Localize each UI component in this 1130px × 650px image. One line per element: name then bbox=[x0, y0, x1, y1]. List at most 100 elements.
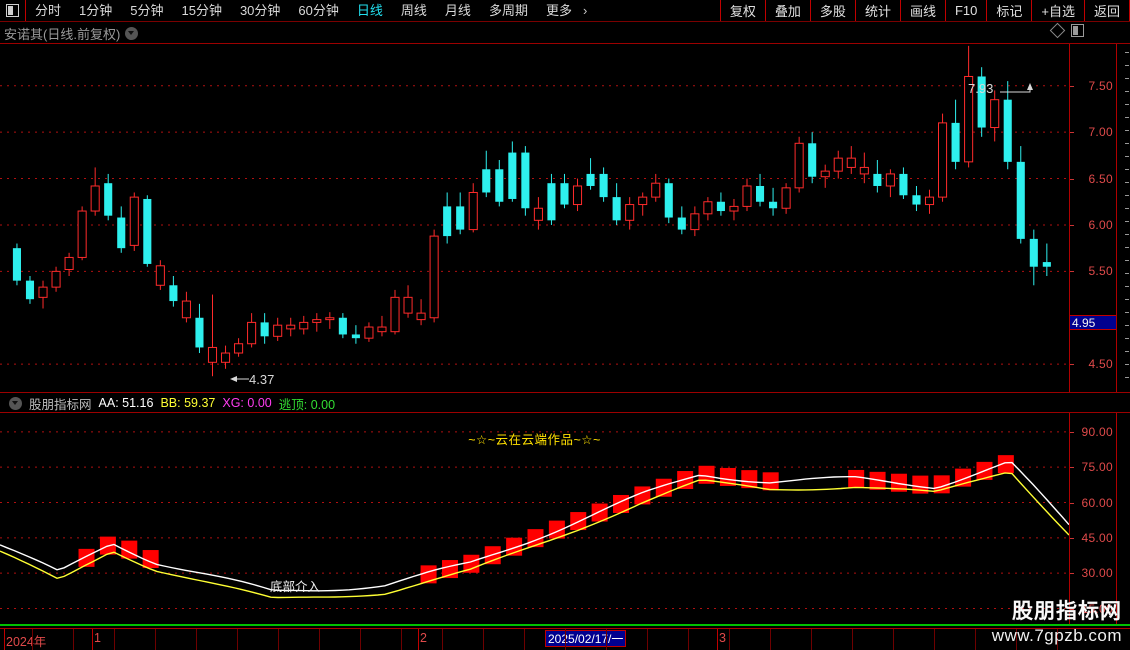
toolbar-button-2[interactable]: 多股 bbox=[809, 0, 855, 21]
price-y-label-3: 6.00 bbox=[1088, 217, 1113, 232]
author-watermark: ~☆~云在云端作品~☆~ bbox=[468, 433, 601, 447]
split-panel-icon[interactable] bbox=[1071, 24, 1084, 37]
price-y-tick-3 bbox=[1070, 224, 1074, 226]
price-y-tick-4 bbox=[1070, 271, 1074, 273]
indicator-y-tick-1 bbox=[1070, 467, 1074, 469]
indicator-plot[interactable]: ~☆~云在云端作品~☆~ bbox=[0, 413, 1069, 625]
date-minor-tick bbox=[196, 629, 197, 650]
indicator-y-tick-0 bbox=[1070, 431, 1074, 433]
toolbar-button-3[interactable]: 统计 bbox=[854, 0, 900, 21]
candlestick-svg bbox=[0, 45, 1069, 377]
date-minor-tick bbox=[155, 629, 156, 650]
toolbar-button-8[interactable]: 返回 bbox=[1083, 0, 1130, 21]
period-tab-9[interactable]: 多周期 bbox=[488, 2, 528, 18]
date-minor-tick bbox=[1016, 629, 1017, 650]
price-scroll-strip[interactable] bbox=[1118, 44, 1130, 392]
high-price-label: 7.93 bbox=[968, 81, 994, 96]
date-minor-tick bbox=[729, 629, 730, 650]
date-axis[interactable]: 2025/02/17/一 2024年 1 2 3 bbox=[0, 628, 1130, 650]
period-tab-0[interactable]: 分时 bbox=[35, 2, 62, 18]
indicator-header: 股朋指标网 AA: 51.16 BB: 59.37 XG: 0.00 逃顶: 0… bbox=[0, 394, 1130, 412]
date-minor-tick bbox=[934, 629, 935, 650]
indicator-y-tick-4 bbox=[1070, 573, 1074, 575]
price-y-tick-1 bbox=[1070, 132, 1074, 134]
date-minor-tick bbox=[32, 629, 33, 650]
period-tabs: 分时 1分钟 5分钟 15分钟 30分钟 60分钟 日线 周线 月线 多周期 更多 › bbox=[26, 0, 593, 21]
period-tab-7[interactable]: 周线 bbox=[400, 2, 427, 18]
date-minor-tick bbox=[1057, 629, 1058, 650]
indicator-y-label-2: 60.00 bbox=[1081, 495, 1113, 510]
period-tab-2[interactable]: 5分钟 bbox=[130, 2, 164, 18]
toolbar-button-1[interactable]: 叠加 bbox=[764, 0, 810, 21]
price-y-tick-5 bbox=[1070, 364, 1074, 366]
indicator-y-label-3: 45.00 bbox=[1081, 530, 1113, 545]
indicator-y-label-0: 90.00 bbox=[1081, 424, 1113, 439]
date-minor-tick bbox=[319, 629, 320, 650]
low-price-annotation: 4.37 bbox=[249, 372, 274, 387]
date-major-tick-1 bbox=[92, 629, 93, 650]
chart-title-bar: 安诺其(日线.前复权) bbox=[0, 23, 1130, 43]
date-label-2: 2 bbox=[420, 631, 427, 645]
indicator-y-label-4: 30.00 bbox=[1081, 566, 1113, 581]
toolbar-button-6[interactable]: 标记 bbox=[986, 0, 1031, 21]
indicator-y-label-1: 75.00 bbox=[1081, 460, 1113, 475]
date-label-0: 2024年 bbox=[6, 635, 47, 649]
indicator-value-xg: XG: 0.00 bbox=[222, 396, 272, 410]
date-minor-tick bbox=[73, 629, 74, 650]
period-tab-8[interactable]: 月线 bbox=[444, 2, 471, 18]
layout-toggle-button[interactable] bbox=[0, 0, 26, 21]
toolbar-button-4[interactable]: 画线 bbox=[899, 0, 945, 21]
indicator-value-aa: AA: 51.16 bbox=[98, 396, 154, 410]
indicator-y-axis[interactable]: 90.00 75.00 60.00 45.00 30.00 15.00 bbox=[1069, 413, 1117, 625]
date-minor-tick bbox=[688, 629, 689, 650]
date-minor-tick bbox=[483, 629, 484, 650]
toolbar-button-7[interactable]: +自选 bbox=[1031, 0, 1084, 21]
indicator-value-taoding: 逃顶: 0.00 bbox=[278, 397, 336, 412]
more-chevron-icon[interactable]: › bbox=[582, 2, 588, 18]
price-y-axis[interactable]: 7.50 7.00 6.50 6.00 5.50 4.50 4.95 bbox=[1069, 44, 1117, 392]
date-minor-tick bbox=[278, 629, 279, 650]
period-tab-1[interactable]: 1分钟 bbox=[79, 2, 113, 18]
date-minor-tick bbox=[811, 629, 812, 650]
low-price-label: 4.37 bbox=[249, 372, 275, 387]
date-minor-tick bbox=[852, 629, 853, 650]
date-major-tick-0 bbox=[4, 629, 5, 650]
toolbar-button-5[interactable]: F10 bbox=[944, 0, 986, 21]
price-y-tick-2 bbox=[1070, 178, 1074, 180]
top-toolbar: 分时 1分钟 5分钟 15分钟 30分钟 60分钟 日线 周线 月线 多周期 更多 › 复权 叠加 多股统… bbox=[0, 0, 1130, 22]
indicator-site-name: 股朋指标网 bbox=[29, 397, 92, 412]
chevron-down-circle-icon[interactable] bbox=[125, 26, 139, 40]
period-tab-5[interactable]: 60分钟 bbox=[298, 2, 339, 18]
split-panel-icon bbox=[6, 4, 19, 17]
price-y-label-1: 7.00 bbox=[1088, 125, 1113, 140]
period-tab-6[interactable]: 日线 bbox=[356, 2, 383, 18]
diamond-icon[interactable] bbox=[1049, 22, 1066, 39]
date-minor-tick bbox=[401, 629, 402, 650]
date-minor-tick bbox=[524, 629, 525, 650]
price-y-tick-0 bbox=[1070, 85, 1074, 87]
toolbar-button-0[interactable]: 复权 bbox=[719, 0, 765, 21]
candlestick-plot[interactable]: 7.93 4.37 涨 榜 bbox=[0, 44, 1069, 392]
indicator-y-tick-5 bbox=[1070, 608, 1074, 610]
price-y-label-0: 7.50 bbox=[1088, 78, 1113, 93]
price-y-label-4: 5.50 bbox=[1088, 264, 1113, 279]
price-y-label-5: 4.50 bbox=[1088, 357, 1113, 372]
date-major-tick-3 bbox=[717, 629, 718, 650]
date-label-1: 1 bbox=[94, 631, 101, 645]
date-minor-tick bbox=[893, 629, 894, 650]
indicator-value-bb: BB: 59.37 bbox=[160, 396, 216, 410]
high-price-arrow-icon bbox=[1000, 83, 1033, 93]
indicator-scroll-strip[interactable] bbox=[1118, 413, 1130, 625]
date-minor-tick bbox=[237, 629, 238, 650]
date-major-tick-2 bbox=[418, 629, 419, 650]
selected-date-badge: 2025/02/17/一 bbox=[545, 630, 627, 647]
toolbar-action-buttons: 复权 叠加 多股 统计 画线 F10 标记 +自选 返回 bbox=[719, 0, 1130, 21]
period-tab-3[interactable]: 15分钟 bbox=[181, 2, 222, 18]
period-tab-4[interactable]: 30分钟 bbox=[239, 2, 281, 18]
chevron-down-circle-icon[interactable] bbox=[9, 396, 22, 410]
period-tab-10[interactable]: 更多 bbox=[545, 2, 572, 18]
high-price-annotation: 7.93 bbox=[968, 81, 993, 96]
date-label-3: 3 bbox=[719, 631, 726, 645]
date-minor-tick bbox=[360, 629, 361, 650]
